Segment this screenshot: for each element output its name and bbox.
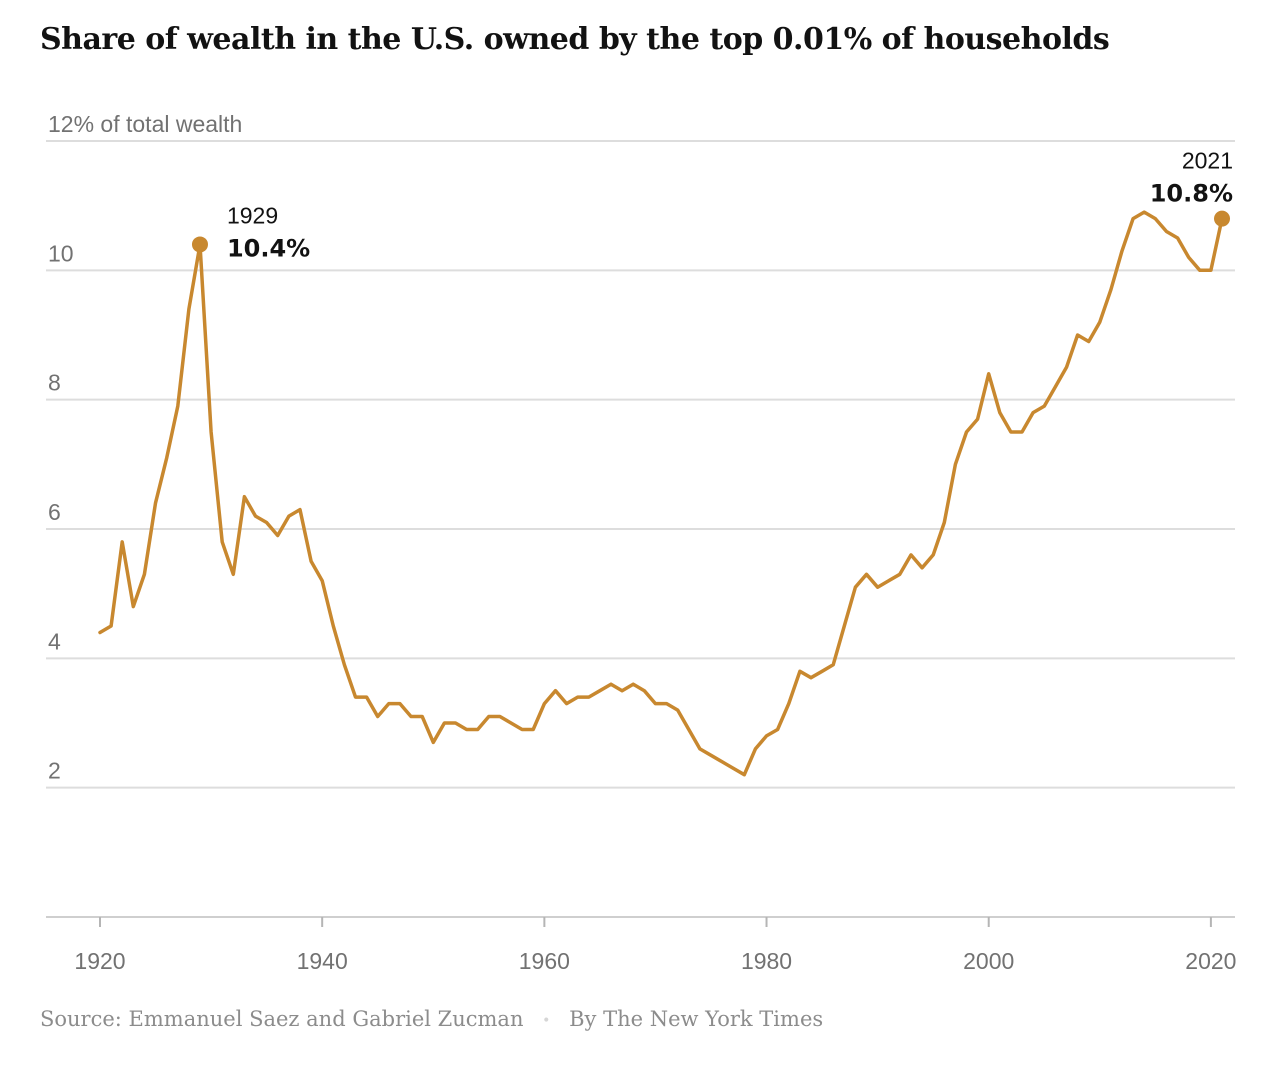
x-tick-label: 1980 [741, 948, 792, 974]
x-tick-label: 1960 [519, 948, 570, 974]
gridlines [46, 140, 1235, 789]
y-tick-label: 12% of total wealth [48, 111, 242, 137]
series-layer [98, 210, 1224, 777]
y-tick-label: 6 [48, 499, 61, 525]
annotation-year-2021: 2021 [1182, 148, 1233, 174]
annotations: 1929 10.4% 2021 10.8% [191, 148, 1233, 262]
annotation-point-1929 [191, 236, 208, 253]
x-axis: 1920 1940 1960 1980 2000 2020 [46, 916, 1236, 974]
x-tick-label: 1920 [74, 948, 125, 974]
x-tick-label: 2000 [963, 948, 1014, 974]
x-tick-label: 2020 [1185, 948, 1236, 974]
y-tick-label: 8 [48, 370, 61, 396]
y-axis-labels: 12% of total wealth 10 8 6 4 2 [48, 111, 242, 784]
annotation-value-1929: 10.4% [227, 234, 310, 262]
y-tick-label: 10 [48, 240, 74, 266]
chart-footer: Source: Emmanuel Saez and Gabriel Zucman… [40, 1007, 823, 1031]
y-tick-label: 2 [48, 758, 61, 784]
y-tick-label: 4 [48, 628, 61, 654]
x-tick-label: 1940 [297, 948, 348, 974]
annotation-year-1929: 1929 [227, 202, 278, 228]
chart-title: Share of wealth in the U.S. owned by the… [40, 22, 1110, 57]
footer-separator: • [542, 1012, 551, 1029]
annotation-point-2021 [1214, 210, 1230, 227]
source-label: Source: [40, 1007, 122, 1031]
annotation-value-2021: 10.8% [1150, 180, 1233, 208]
series-line-top-0-01-share [98, 210, 1224, 777]
byline: By The New York Times [569, 1007, 824, 1031]
source-text: Emmanuel Saez and Gabriel Zucman [128, 1007, 524, 1031]
